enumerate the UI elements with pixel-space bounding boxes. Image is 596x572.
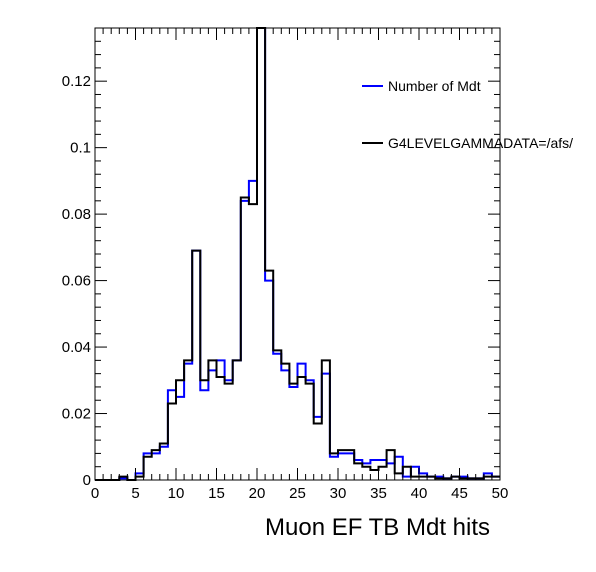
x-axis-label: Muon EF TB Mdt hits	[265, 514, 490, 541]
x-tick-label: 30	[330, 485, 347, 502]
x-tick-label: 5	[131, 485, 139, 502]
y-tick-label: 0.02	[62, 406, 91, 423]
legend-entry-label: G4LEVELGAMMADATA=/afs/	[388, 135, 573, 151]
x-tick-label: 50	[492, 485, 509, 502]
y-tick-label: 0.12	[62, 73, 91, 90]
y-tick-label: 0.04	[62, 339, 91, 356]
y-tick-label: 0.08	[62, 206, 91, 223]
axis-ticks	[94, 27, 501, 481]
y-tick-label: 0.1	[70, 140, 91, 157]
x-tick-label: 15	[208, 485, 225, 502]
tick-labels: 0 5 10 15 20 25 30 35 40 45 50 0 0.02 0.04 0.06 0.08 0.1…	[62, 73, 509, 502]
x-tick-label: 10	[168, 485, 185, 502]
x-tick-label: 40	[411, 485, 428, 502]
y-tick-label: 0	[83, 472, 91, 489]
legend: Number of Mdt G4LEVELGAMMADATA=/afs/	[362, 78, 573, 151]
x-tick-label: 45	[451, 485, 468, 502]
x-tick-label: 35	[370, 485, 387, 502]
x-tick-label: 25	[289, 485, 306, 502]
legend-entry-label: Number of Mdt	[388, 78, 481, 94]
series-1-step-line	[95, 27, 500, 481]
y-tick-label: 0.06	[62, 273, 91, 290]
x-tick-label: 20	[249, 485, 266, 502]
x-tick-label: 0	[91, 485, 99, 502]
